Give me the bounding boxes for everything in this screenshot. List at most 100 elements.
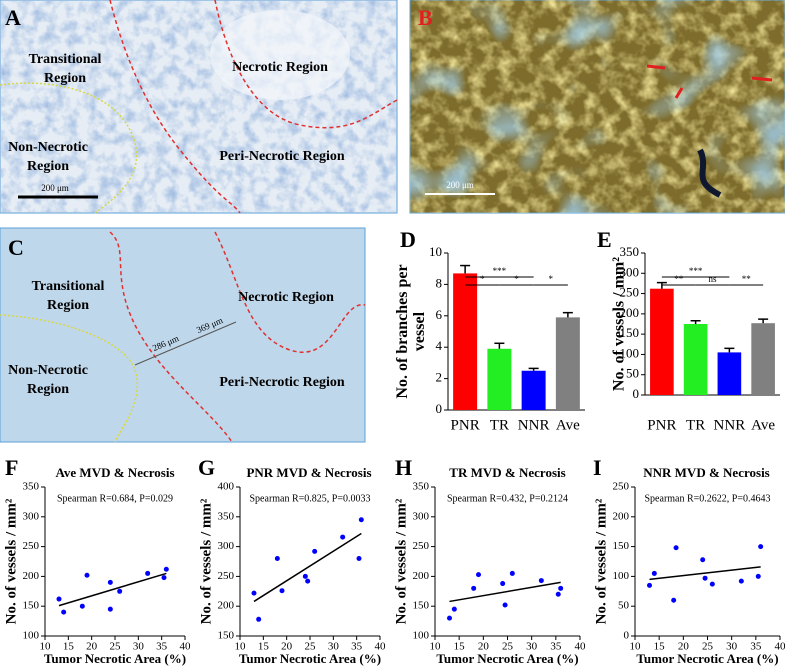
x-tick-label: 40 bbox=[775, 641, 785, 653]
chart-title: Ave MVD & Necrosis bbox=[55, 465, 174, 480]
x-tick-label: 10 bbox=[40, 641, 52, 653]
point bbox=[758, 544, 764, 550]
y-tick-label: 350 bbox=[413, 481, 430, 493]
point bbox=[555, 591, 561, 597]
y-tick-label: 100 bbox=[613, 570, 630, 582]
region-label: Region bbox=[44, 71, 86, 86]
point bbox=[305, 578, 311, 584]
point bbox=[471, 585, 477, 591]
y-axis-label: No. of vessels / mm² bbox=[198, 498, 214, 624]
y-tick-label: 0 bbox=[633, 386, 640, 401]
region-label: Region bbox=[27, 159, 69, 174]
region-label: Non-Necrotic bbox=[8, 363, 88, 378]
x-tick-label: 15 bbox=[654, 641, 666, 653]
y-tick-label: 150 bbox=[620, 325, 640, 340]
x-tick-label: 30 bbox=[133, 641, 145, 653]
bar bbox=[683, 324, 708, 395]
regression-line bbox=[449, 581, 561, 603]
y-tick-label: 350 bbox=[218, 510, 235, 522]
y-tick-label: 250 bbox=[23, 540, 40, 552]
y-tick-label: 50 bbox=[618, 600, 630, 612]
point bbox=[251, 590, 257, 596]
point bbox=[500, 581, 506, 587]
y-tick-label: 350 bbox=[620, 244, 640, 259]
point bbox=[107, 579, 113, 585]
regression-line bbox=[649, 566, 761, 581]
region-label: Region bbox=[47, 298, 89, 313]
point bbox=[755, 573, 761, 579]
statistics: Spearman R=0.432, P=0.2124 bbox=[447, 493, 568, 504]
point bbox=[356, 556, 362, 562]
statistics: Spearman R=0.684, P=0.029 bbox=[57, 493, 173, 504]
point bbox=[700, 557, 706, 563]
region-boundary bbox=[109, 231, 233, 443]
point bbox=[738, 578, 744, 584]
panel-label: D bbox=[400, 227, 416, 252]
x-tick-label: 25 bbox=[702, 641, 714, 653]
significance-label: ** bbox=[742, 274, 752, 284]
region-label: Necrotic Region bbox=[232, 60, 328, 75]
bar bbox=[717, 352, 742, 395]
x-tick-label: NNR bbox=[518, 417, 550, 433]
x-tick-label: Ave bbox=[751, 417, 775, 433]
region-boundary bbox=[0, 314, 138, 443]
significance-label: *** bbox=[689, 266, 703, 276]
y-tick-label: 150 bbox=[23, 600, 40, 612]
y-tick-label: 400 bbox=[218, 481, 235, 493]
chart-title: NNR MVD & Necrosis bbox=[643, 465, 769, 480]
y-tick-label: 250 bbox=[613, 481, 630, 493]
chart-title: TR MVD & Necrosis bbox=[449, 465, 565, 480]
distance-line bbox=[134, 321, 237, 366]
x-tick-label: 35 bbox=[351, 641, 363, 653]
point bbox=[279, 588, 285, 594]
x-tick-label: PNR bbox=[451, 417, 480, 433]
panel-label: F bbox=[5, 455, 18, 480]
region-label: Transitional bbox=[32, 279, 105, 294]
x-tick-label: 20 bbox=[478, 641, 490, 653]
x-tick-label: 25 bbox=[110, 641, 122, 653]
x-tick-label: NNR bbox=[714, 417, 746, 433]
point bbox=[509, 570, 515, 576]
y-tick-label: 0 bbox=[624, 630, 630, 642]
point bbox=[558, 585, 564, 591]
x-tick-label: 30 bbox=[328, 641, 340, 653]
panel-label: C bbox=[8, 235, 24, 260]
region-label: Non-Necrotic bbox=[8, 140, 88, 155]
y-tick-label: 200 bbox=[218, 600, 235, 612]
panel-a: A Transitional Region Necrotic Region No… bbox=[0, 0, 398, 214]
statistics: Spearman R=0.825, P=0.0033 bbox=[250, 493, 371, 504]
x-tick-label: Ave bbox=[556, 417, 580, 433]
point bbox=[61, 609, 67, 615]
point bbox=[502, 602, 508, 608]
x-tick-label: 40 bbox=[575, 641, 587, 653]
statistics: Spearman R=0.2622, P=0.4643 bbox=[645, 493, 771, 504]
point bbox=[56, 596, 62, 602]
point bbox=[476, 572, 481, 578]
point bbox=[671, 597, 677, 603]
point bbox=[302, 573, 308, 579]
region-boundary bbox=[0, 82, 138, 214]
x-axis-label: Tumor Necrotic Area (%) bbox=[239, 651, 381, 666]
point bbox=[673, 545, 679, 551]
y-axis-label: No. of branches per bbox=[394, 264, 411, 398]
regression-line bbox=[58, 572, 167, 607]
region-label: Peri-Necrotic Region bbox=[219, 149, 345, 164]
region-label: Region bbox=[27, 382, 69, 397]
bar bbox=[487, 348, 512, 410]
bar bbox=[650, 288, 674, 395]
x-tick-label: 20 bbox=[281, 641, 293, 653]
x-tick-label: 30 bbox=[526, 641, 538, 653]
x-tick-label: 35 bbox=[750, 641, 762, 653]
y-tick-label: 200 bbox=[23, 570, 40, 582]
point bbox=[274, 556, 280, 562]
y-tick-label: 150 bbox=[613, 540, 630, 552]
scale-bar-label: 200 μm bbox=[446, 180, 474, 190]
y-tick-label: 250 bbox=[620, 285, 640, 300]
y-tick-label: 2 bbox=[436, 370, 443, 385]
panel-label: A bbox=[5, 5, 21, 30]
x-tick-label: 25 bbox=[305, 641, 317, 653]
arrow bbox=[646, 64, 773, 99]
x-tick-label: 10 bbox=[235, 641, 247, 653]
x-tick-label: 20 bbox=[678, 641, 690, 653]
